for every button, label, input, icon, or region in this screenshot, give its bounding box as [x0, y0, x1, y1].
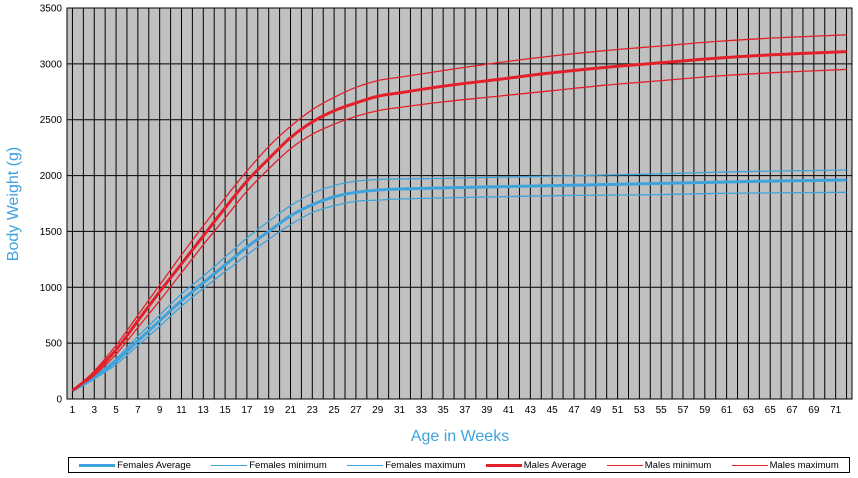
legend-label: Females Average: [117, 459, 191, 471]
legend-item: Males minimum: [606, 459, 712, 471]
x-tick-label: 67: [786, 405, 798, 416]
legend-label: Females minimum: [249, 459, 327, 471]
series-line-males-maximum: [72, 34, 847, 392]
series-line-females-average: [71, 178, 847, 392]
x-tick-label: 3: [91, 405, 97, 416]
y-tick-label: 1000: [40, 283, 63, 294]
x-tick-label: 45: [547, 405, 559, 416]
x-tick-label: 21: [285, 405, 297, 416]
series-line-males-minimum: [72, 68, 847, 392]
x-tick-label: 5: [113, 405, 119, 416]
x-tick-label: 49: [590, 405, 602, 416]
grid-lines: [67, 7, 852, 400]
y-tick-label: 0: [56, 395, 62, 406]
x-tick-label: 69: [808, 405, 820, 416]
x-tick-label: 23: [307, 405, 319, 416]
legend-item: Males Average: [485, 459, 587, 471]
y-tick-label: 2000: [40, 171, 63, 182]
legend-swatch: [79, 463, 116, 467]
series-line-females-minimum: [72, 191, 847, 392]
x-tick-label: 47: [568, 405, 580, 416]
y-axis-title: Body Weight (g): [5, 147, 22, 261]
y-tick-label: 3500: [40, 4, 63, 15]
x-tick-label: 11: [176, 405, 187, 416]
x-tick-label: 63: [743, 405, 755, 416]
legend-item: Females minimum: [211, 460, 327, 471]
y-tick-label: 3000: [40, 59, 63, 70]
x-tick-label: 29: [372, 405, 384, 416]
legend-swatch: [606, 464, 643, 466]
x-tick-label: 33: [416, 405, 428, 416]
legend: Females Average Females minimum Females ma…: [68, 457, 850, 473]
x-axis-title: Age in Weeks: [411, 428, 509, 445]
x-tick-label: 65: [765, 405, 777, 416]
y-tick-labels: 0 500 1000 1500 2000 2500 3000 3500: [40, 4, 63, 406]
series-line-males-average: [71, 50, 847, 392]
x-tick-labels: 1 3 5 7 9 11 13 15 17 19 21 23 25 27 29 31 33 35 37 39 41 43 4…: [70, 405, 842, 416]
x-tick-label: 57: [677, 405, 689, 416]
x-tick-label: 59: [699, 405, 711, 416]
legend-swatch: [731, 464, 768, 466]
x-tick-label: 39: [481, 405, 493, 416]
legend-label: Males minimum: [644, 459, 712, 471]
x-tick-label: 7: [135, 405, 141, 416]
y-tick-label: 500: [45, 339, 62, 350]
legend-item: Females Average: [79, 460, 191, 471]
plot-background: [67, 8, 852, 399]
x-tick-label: 41: [503, 405, 515, 416]
legend-label: Males Average: [523, 459, 587, 471]
x-tick-label: 61: [721, 405, 733, 416]
x-tick-label: 71: [830, 405, 842, 416]
x-tick-label: 27: [350, 405, 362, 416]
x-tick-label: 15: [220, 405, 232, 416]
x-tick-label: 51: [612, 405, 624, 416]
x-tick-label: 43: [525, 405, 537, 416]
x-tick-label: 55: [656, 405, 668, 416]
legend-swatch: [485, 463, 522, 467]
legend-item: Females maximum: [347, 460, 465, 471]
x-tick-label: 35: [438, 405, 450, 416]
legend-label: Males maximum: [769, 459, 839, 471]
plot-border: [66, 7, 853, 400]
x-tick-label: 25: [329, 405, 341, 416]
x-tick-label: 53: [634, 405, 646, 416]
x-tick-label: 31: [394, 405, 406, 416]
x-tick-label: 19: [263, 405, 275, 416]
x-tick-label: 13: [198, 405, 210, 416]
x-tick-label: 37: [459, 405, 471, 416]
legend-swatch: [211, 464, 248, 466]
y-tick-label: 1500: [40, 227, 63, 238]
x-tick-label: 9: [157, 405, 163, 416]
legend-label: Females maximum: [385, 459, 466, 471]
y-tick-label: 2500: [40, 115, 63, 126]
x-tick-label: 1: [70, 405, 76, 416]
series-lines: [71, 34, 847, 392]
series-line-females-maximum: [72, 169, 847, 392]
x-tick-label: 17: [241, 405, 253, 416]
legend-item: Males maximum: [731, 459, 839, 471]
legend-swatch: [347, 464, 384, 466]
